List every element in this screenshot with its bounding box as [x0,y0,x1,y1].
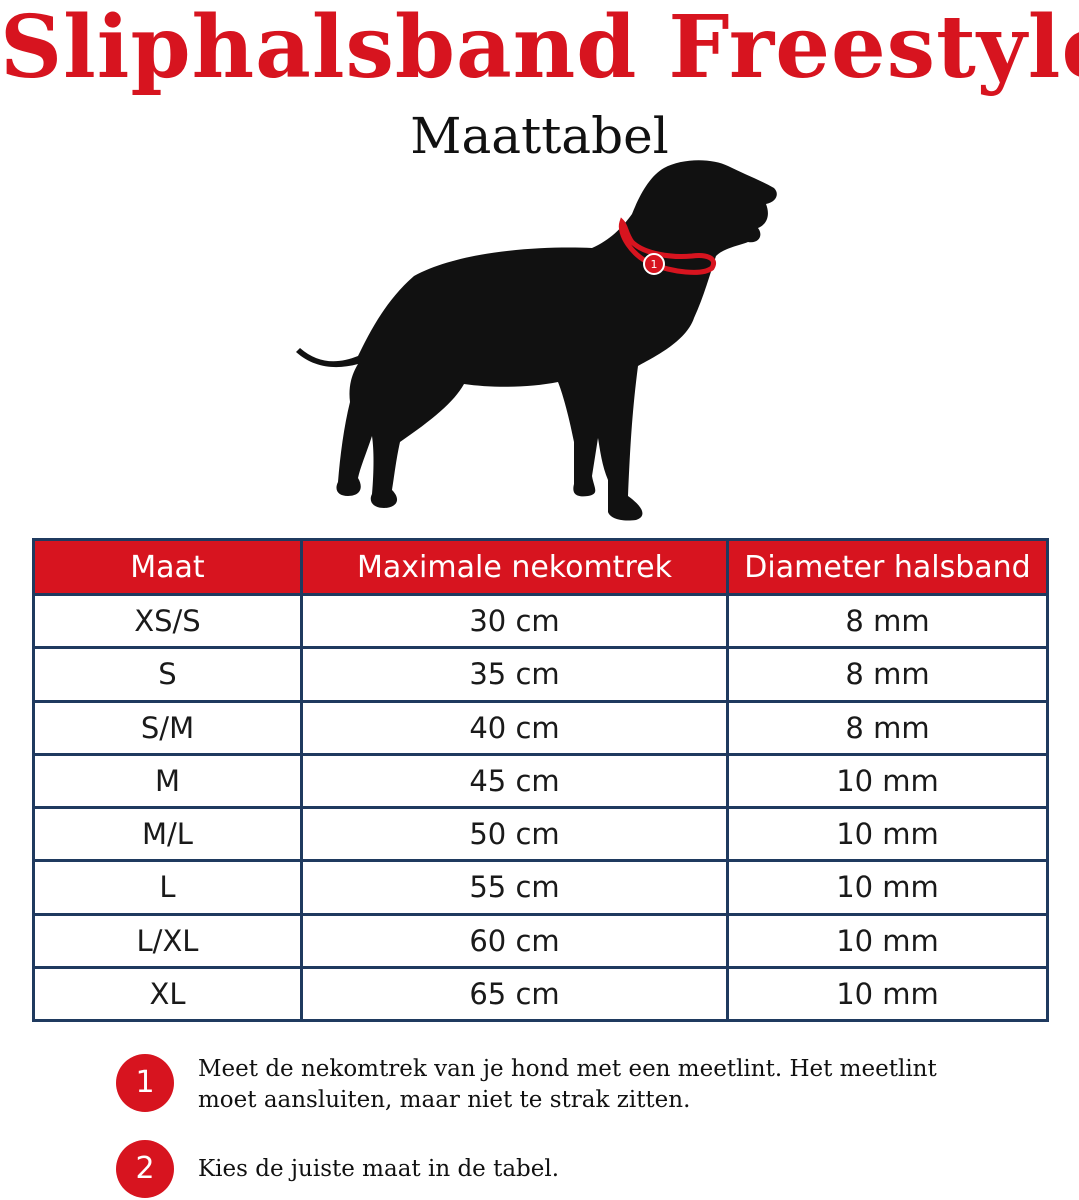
column-header-collar-diameter: Diameter halsband [726,538,1049,596]
neck-cell: 60 cm [300,912,729,969]
instruction-step-1: 1 Meet de nekomtrek van je hond met een … [116,1054,1016,1114]
page-title: Sliphalsband Freestyle [0,0,1079,98]
size-cell: S/M [32,699,303,756]
table-row: XL 65 cm 10 mm [32,965,1049,1023]
dog-body [296,160,777,521]
step-number-badge: 1 [116,1054,174,1112]
diameter-cell: 10 mm [726,912,1049,969]
neck-cell: 40 cm [300,699,729,756]
size-cell: S [32,646,303,703]
diameter-cell: 8 mm [726,699,1049,756]
table-row: XS/S 30 cm 8 mm [32,592,1049,650]
size-cell: L [32,859,303,916]
table-row: L 55 cm 10 mm [32,859,1049,916]
instruction-step-2: 2 Kies de juiste maat in de tabel. [116,1140,1016,1200]
table-row: M 45 cm 10 mm [32,752,1049,810]
neck-cell: 35 cm [300,646,729,703]
size-cell: M/L [32,805,303,863]
diameter-cell: 10 mm [726,859,1049,916]
page-subtitle: Maattabel [410,107,669,165]
neck-cell: 45 cm [300,752,729,810]
size-table: Maat Maximale nekomtrek Diameter halsban… [32,538,1049,1023]
diameter-cell: 8 mm [726,592,1049,650]
step-number-badge: 2 [116,1140,174,1198]
table-row: L/XL 60 cm 10 mm [32,912,1049,969]
dog-silhouette-icon: 1 [296,160,777,521]
neck-cell: 55 cm [300,859,729,916]
neck-cell: 30 cm [300,592,729,650]
diameter-cell: 10 mm [726,805,1049,863]
size-cell: XS/S [32,592,303,650]
step-text: Meet de nekomtrek van je hond met een me… [198,1056,937,1113]
step-text: Kies de juiste maat in de tabel. [198,1156,560,1182]
diameter-cell: 8 mm [726,646,1049,703]
table-row: M/L 50 cm 10 mm [32,805,1049,863]
diameter-cell: 10 mm [726,752,1049,810]
table-row: S/M 40 cm 8 mm [32,699,1049,756]
size-cell: XL [32,965,303,1023]
neck-cell: 50 cm [300,805,729,863]
collar-marker [643,253,665,275]
table-header-row: Maat Maximale nekomtrek Diameter halsban… [32,538,1049,596]
table-row: S 35 cm 8 mm [32,646,1049,703]
diameter-cell: 10 mm [726,965,1049,1023]
size-cell: M [32,752,303,810]
collar-marker-label: 1 [651,258,658,271]
column-header-size: Maat [32,538,303,596]
neck-cell: 65 cm [300,965,729,1023]
size-cell: L/XL [32,912,303,969]
column-header-neck-circumference: Maximale nekomtrek [300,538,729,596]
